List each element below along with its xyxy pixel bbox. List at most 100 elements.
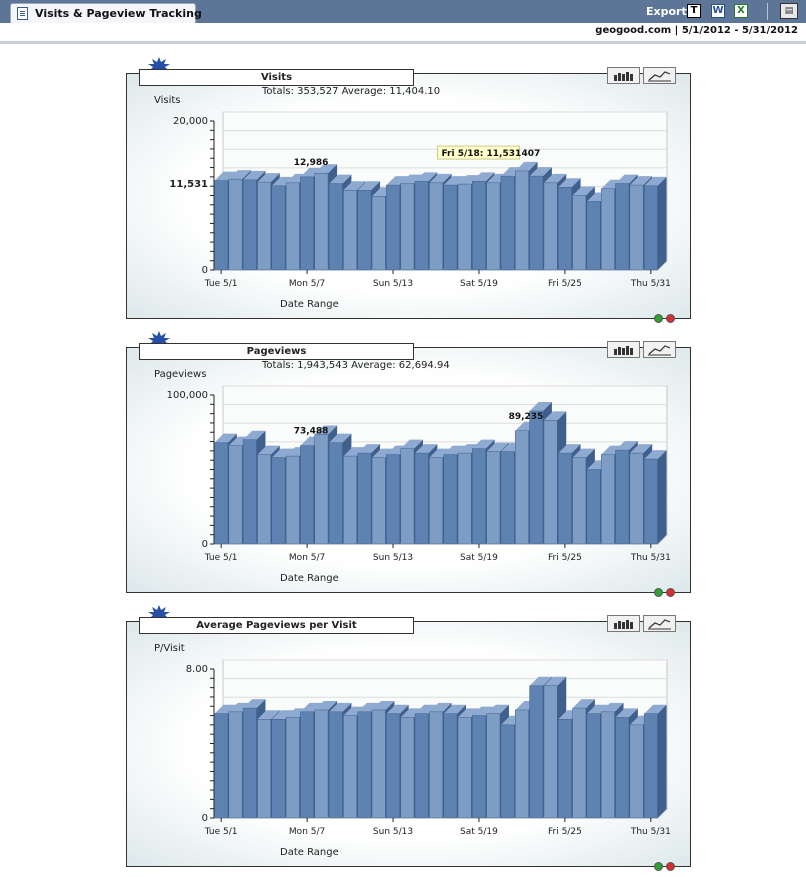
bar bbox=[529, 410, 544, 545]
x-tick-label: Thu 5/31 bbox=[630, 553, 671, 563]
bar bbox=[486, 182, 501, 271]
x-axis-title: Date Range bbox=[280, 847, 339, 858]
bar bbox=[529, 685, 544, 819]
report-subheader: geogood.com | 5/1/2012 - 5/31/2012 bbox=[0, 23, 806, 44]
bar bbox=[472, 181, 486, 271]
bar-top bbox=[429, 448, 452, 458]
y-tick-label: 20,000 bbox=[173, 116, 208, 127]
bar bbox=[600, 711, 615, 819]
bar bbox=[357, 711, 372, 819]
bar bbox=[486, 451, 501, 545]
text-export-icon[interactable]: T bbox=[687, 4, 701, 18]
bar bbox=[486, 713, 501, 819]
bar bbox=[500, 451, 515, 545]
bar bbox=[429, 457, 443, 545]
y-tick-label: 8.00 bbox=[186, 664, 208, 675]
bar-top bbox=[271, 710, 295, 720]
bar bbox=[314, 709, 329, 819]
bar bbox=[586, 713, 601, 819]
status-red-icon bbox=[666, 588, 675, 597]
print-icon[interactable]: ▤ bbox=[780, 3, 798, 19]
bar bbox=[214, 180, 229, 271]
bar-top bbox=[543, 676, 567, 686]
bar-top bbox=[271, 176, 295, 186]
x-tick-label: Mon 5/7 bbox=[289, 279, 325, 289]
bar-top bbox=[457, 708, 481, 718]
data-label: 89,235 bbox=[509, 412, 544, 422]
bar-top bbox=[644, 704, 667, 714]
bar-top bbox=[429, 702, 452, 712]
bar bbox=[257, 719, 272, 819]
bar bbox=[386, 713, 400, 819]
x-tick-label: Fri 5/25 bbox=[548, 553, 582, 563]
bar-top bbox=[400, 439, 424, 449]
bar bbox=[615, 717, 630, 819]
bar-top bbox=[586, 704, 610, 714]
bar-side bbox=[657, 176, 667, 270]
excel-export-icon[interactable]: X bbox=[734, 4, 748, 18]
bar-top bbox=[300, 167, 323, 177]
bar-chart-toggle[interactable] bbox=[607, 67, 640, 84]
bar-top bbox=[543, 411, 567, 421]
bar-top bbox=[214, 171, 237, 181]
bar bbox=[343, 455, 357, 545]
bar bbox=[300, 176, 315, 271]
y-tick-label: 0 bbox=[202, 265, 208, 276]
bar bbox=[242, 707, 257, 819]
data-label: 73,488 bbox=[294, 427, 329, 437]
bar bbox=[314, 173, 329, 271]
bar bbox=[643, 185, 658, 271]
bar bbox=[515, 709, 529, 819]
y-axis-title: Pageviews bbox=[154, 369, 207, 380]
line-chart-icon bbox=[648, 619, 671, 630]
bar-top bbox=[472, 172, 495, 182]
bar bbox=[472, 448, 486, 545]
line-chart-toggle[interactable] bbox=[643, 67, 676, 84]
x-tick-label: Sun 5/13 bbox=[373, 827, 413, 837]
status-red-icon bbox=[666, 862, 675, 871]
x-tick-label: Fri 5/25 bbox=[548, 279, 582, 289]
bar-chart-toggle[interactable] bbox=[607, 615, 640, 632]
bar-top bbox=[644, 450, 667, 460]
pageviews-per-visit-bar-chart: 8.00 0 Tue 5/1 Mon 5/7 Sun 5/13 Sat 5/19 Fri 5… bbox=[186, 659, 671, 837]
visits-bar-chart: 20,000 11,531 0 Tue 5/1 Mon 5/7 Sun 5/13 Sat 5… bbox=[169, 111, 671, 289]
y-tick-label: 0 bbox=[202, 539, 208, 550]
bar-side bbox=[657, 704, 667, 818]
bar-top bbox=[601, 702, 624, 712]
bar bbox=[443, 713, 458, 819]
bar-top bbox=[300, 702, 323, 712]
bar-top bbox=[529, 402, 552, 412]
x-tick-label: Thu 5/31 bbox=[630, 827, 671, 837]
bar bbox=[343, 190, 357, 271]
pageviews-bar-chart: 100,000 0 Tue 5/1 Mon 5/7 Sun 5/13 Sat 5/19 Fr… bbox=[167, 385, 671, 563]
report-tab[interactable]: Visits & Pageview Tracking bbox=[10, 3, 202, 23]
bar bbox=[386, 454, 400, 545]
bar-chart-toggle[interactable] bbox=[607, 341, 640, 358]
x-tick-label: Sun 5/13 bbox=[373, 279, 413, 289]
bar bbox=[572, 707, 587, 819]
top-toolbar: Visits & Pageview Tracking Export T W X … bbox=[0, 0, 806, 23]
x-tick-label: Sat 5/19 bbox=[460, 827, 498, 837]
bar bbox=[443, 454, 458, 545]
bar-top bbox=[515, 161, 538, 171]
bar bbox=[600, 188, 615, 271]
bar bbox=[586, 469, 601, 545]
bar bbox=[242, 179, 257, 271]
bar bbox=[643, 458, 658, 545]
line-chart-toggle[interactable] bbox=[643, 341, 676, 358]
bar bbox=[429, 711, 443, 819]
y-tick-label: 100,000 bbox=[167, 390, 208, 401]
x-tick-label: Thu 5/31 bbox=[630, 279, 671, 289]
bar-top bbox=[472, 439, 495, 449]
bar-chart-icon bbox=[614, 346, 633, 355]
line-chart-toggle[interactable] bbox=[643, 615, 676, 632]
bar bbox=[228, 445, 243, 545]
bar-top bbox=[443, 445, 466, 455]
bar-top bbox=[415, 704, 438, 714]
word-export-icon[interactable]: W bbox=[711, 4, 725, 18]
bar bbox=[643, 713, 658, 819]
status-green-icon bbox=[654, 314, 663, 323]
bar bbox=[414, 713, 429, 819]
bar bbox=[371, 709, 386, 819]
line-chart-icon bbox=[648, 345, 671, 356]
